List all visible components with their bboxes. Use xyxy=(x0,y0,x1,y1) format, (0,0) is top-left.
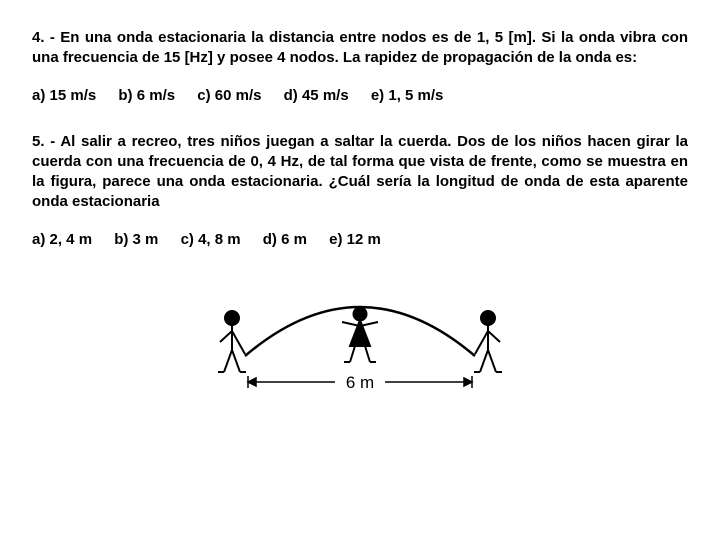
question-5-options: a) 2, 4 m b) 3 m c) 4, 8 m d) 6 m e) 12 … xyxy=(32,231,688,248)
q5-option-e: e) 12 m xyxy=(329,231,381,248)
q5-option-d: d) 6 m xyxy=(263,231,307,248)
q4-option-a: a) 15 m/s xyxy=(32,87,96,104)
question-5-text: 5. - Al salir a recreo, tres niños juega… xyxy=(32,132,688,213)
q4-option-e: e) 1, 5 m/s xyxy=(371,87,444,104)
question-4-options: a) 15 m/s b) 6 m/s c) 60 m/s d) 45 m/s e… xyxy=(32,87,688,104)
q5-option-a: a) 2, 4 m xyxy=(32,231,92,248)
dimension-label: 6 m xyxy=(346,373,374,392)
child-right xyxy=(474,311,502,372)
q4-option-c: c) 60 m/s xyxy=(197,87,261,104)
jump-rope-figure: 6 m xyxy=(32,276,688,411)
q4-option-d: d) 45 m/s xyxy=(284,87,349,104)
question-4-text: 4. - En una onda estacionaria la distanc… xyxy=(32,28,688,69)
q4-option-b: b) 6 m/s xyxy=(118,87,175,104)
jump-rope-svg: 6 m xyxy=(210,276,510,406)
child-middle xyxy=(342,307,378,362)
q5-option-c: c) 4, 8 m xyxy=(181,231,241,248)
child-left xyxy=(218,311,246,372)
q5-option-b: b) 3 m xyxy=(114,231,158,248)
